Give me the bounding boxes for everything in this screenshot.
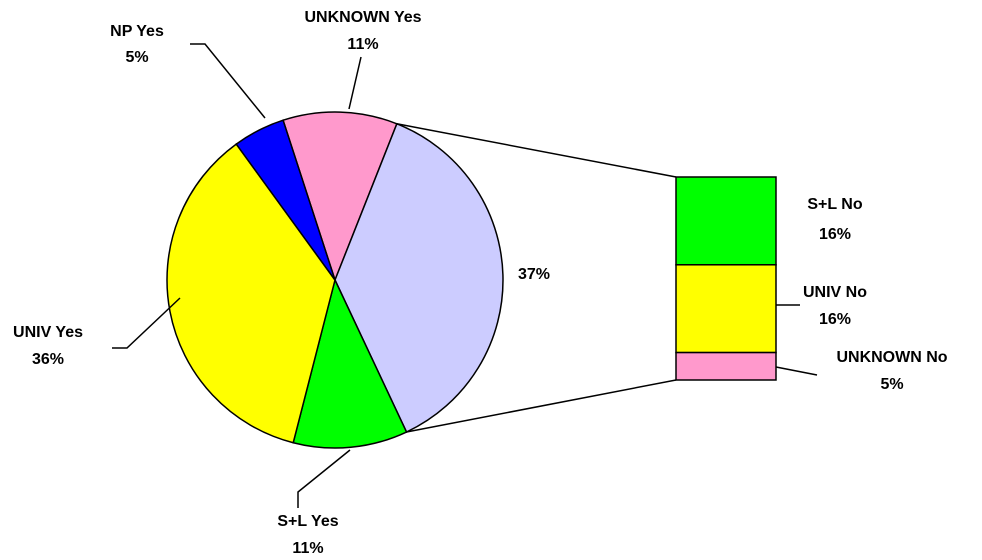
slice-name: UNIV Yes [13,324,83,341]
pie-slice [166,143,336,444]
leader-line [190,43,266,119]
pie-slice [282,111,398,283]
slice-value: 36% [32,351,64,368]
pie-slice [235,119,336,281]
bar-segment [675,351,777,381]
bar-segment [675,176,777,266]
leader-line [112,297,181,349]
bar-segment [675,264,777,354]
segment-value: 16% [819,311,851,328]
slice-name: S+L Yes [277,513,338,530]
segment-name: S+L No [807,196,863,213]
slice-name: NP Yes [110,23,164,40]
connector-line [406,379,677,433]
slice-name: UNKNOWN Yes [304,9,421,26]
slice-value: 11% [292,540,323,557]
leader-line [297,449,351,508]
leader-line [775,366,818,376]
pie-slice [292,277,408,449]
segment-value: 16% [819,226,851,243]
slice-value: 5% [125,49,148,66]
segment-name: UNIV No [803,284,867,301]
leader-line [348,56,362,110]
slice-value: 11% [347,36,378,53]
segment-value: 5% [880,376,903,393]
slice-value: 37% [518,266,550,283]
segment-name: UNKNOWN No [836,349,947,366]
pie-slice [334,122,504,434]
connector-line [396,123,677,178]
